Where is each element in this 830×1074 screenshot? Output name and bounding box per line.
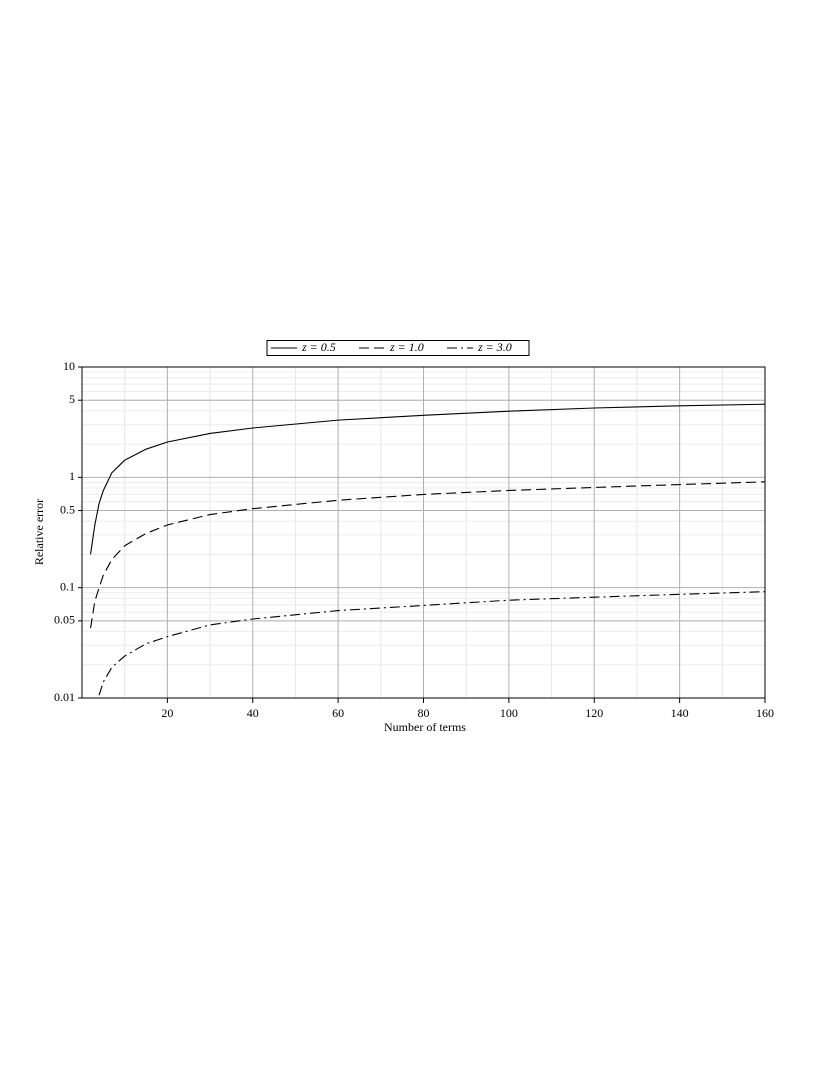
y-tick-label: 0.01 <box>54 690 75 704</box>
x-tick-label: 60 <box>332 706 344 720</box>
legend-label: z = 3.0 <box>477 340 512 354</box>
y-tick-label: 10 <box>63 359 75 373</box>
y-tick-label: 0.05 <box>54 613 75 627</box>
legend-label: z = 0.5 <box>301 340 336 354</box>
x-tick-label: 20 <box>161 706 173 720</box>
legend: z = 0.5 z = 1.0 z = 3.0 <box>266 340 530 356</box>
y-axis-title: Relative error <box>32 499 46 565</box>
series-line <box>89 481 766 629</box>
x-tick-label: 140 <box>671 706 689 720</box>
x-axis-title: Number of terms <box>384 720 466 734</box>
x-tick-label: 160 <box>756 706 774 720</box>
y-tick-label: 5 <box>69 392 75 406</box>
x-tick-label: 40 <box>247 706 259 720</box>
series-line <box>98 591 766 696</box>
legend-box <box>266 340 530 356</box>
y-tick-label: 1 <box>69 469 75 483</box>
legend-label: z = 1.0 <box>389 340 424 354</box>
y-tick-label: 0.1 <box>60 579 75 593</box>
series-line <box>89 403 766 555</box>
x-tick-label: 80 <box>418 706 430 720</box>
plot-frame <box>81 366 766 699</box>
x-tick-label: 100 <box>500 706 518 720</box>
x-tick-label: 120 <box>585 706 603 720</box>
y-tick-label: 0.5 <box>60 502 75 516</box>
